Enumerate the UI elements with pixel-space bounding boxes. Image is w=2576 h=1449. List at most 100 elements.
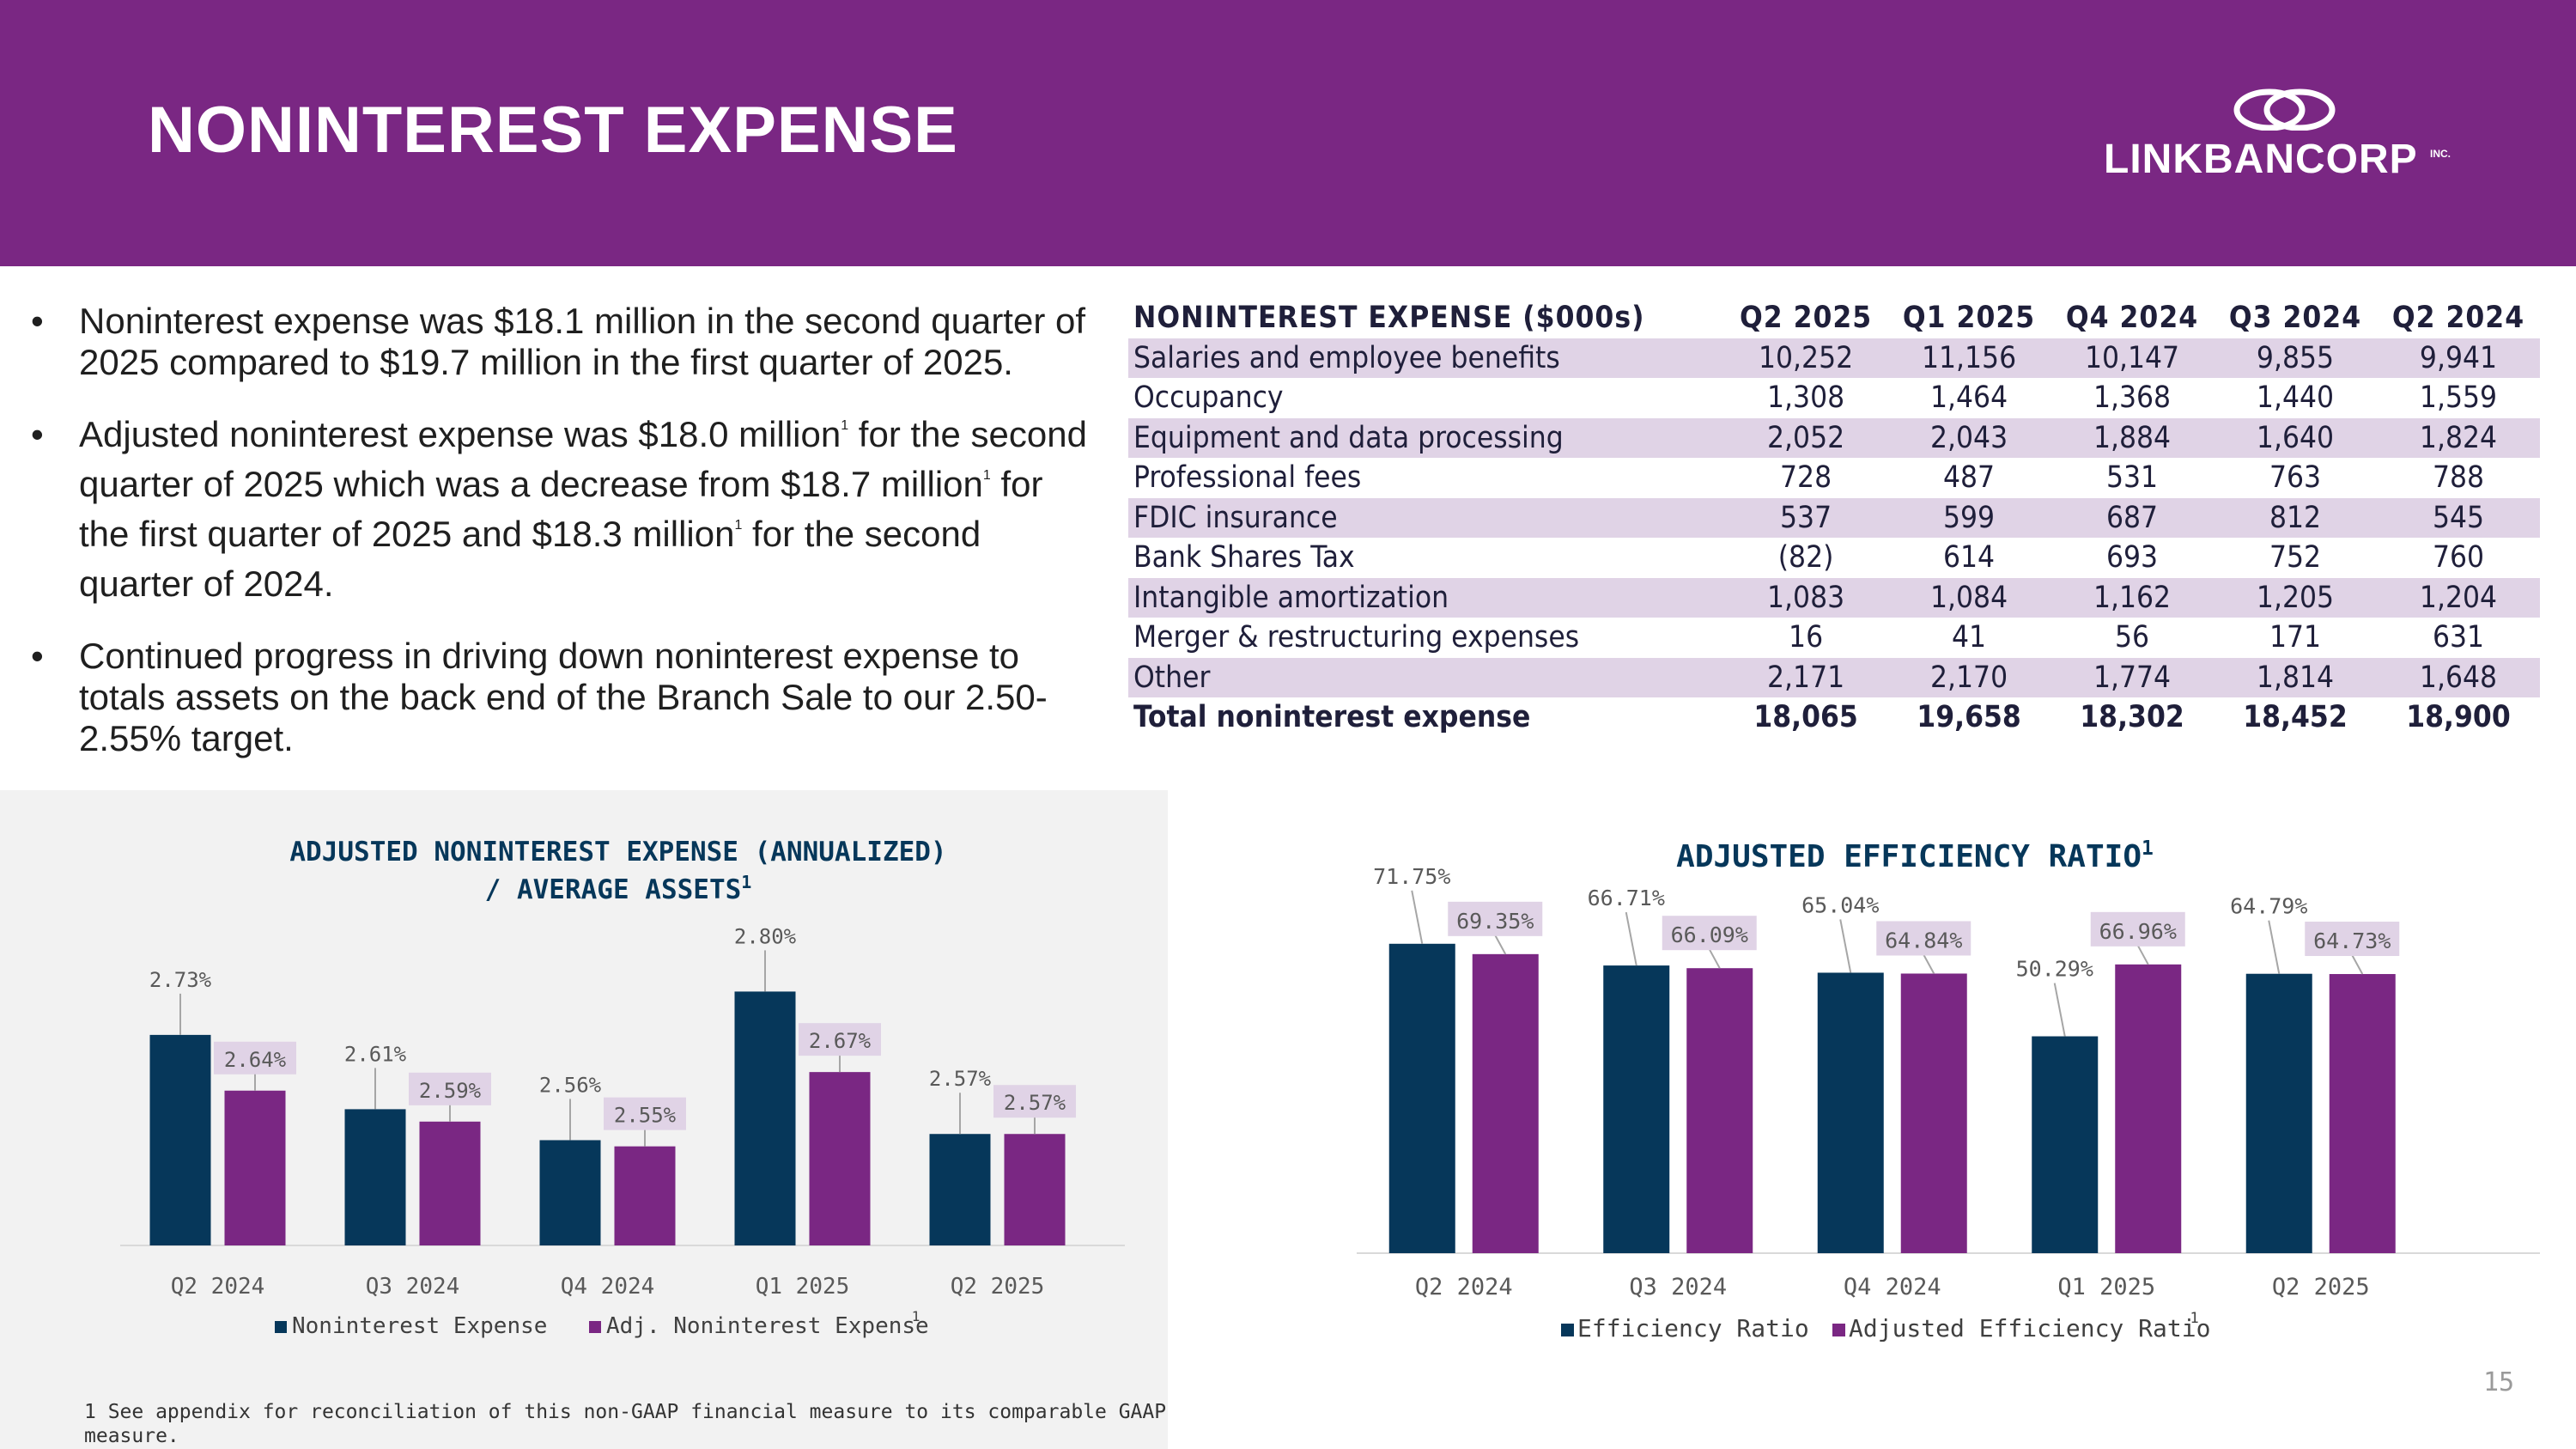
table-header-cell: Q4 2024 [2065,301,2199,336]
x-tick-label: Q1 2025 [2057,1274,2155,1300]
data-label-box [1876,921,1971,956]
legend-label-adjusted-efficiency-ratio: Adjusted Efficiency Ratio1 [1849,1310,2210,1342]
data-label-leader [1494,935,1507,955]
data-label-noninterest-expense-3: 2.80% [734,924,797,948]
table-cell: 693 [2105,540,2159,575]
bullet-item: Continued progress in driving down nonin… [31,636,1096,759]
row-label: FDIC insurance [1128,497,1725,538]
table-row: FDIC insurance 537 599 687 812 545 [1128,497,2540,538]
table-cell: 1,204 [2376,577,2540,618]
data-label-noninterest-expense-4: 2.57% [929,1067,992,1091]
table-cell: 812 [2214,497,2377,538]
table-cell: 19,658 [1917,700,2021,735]
legend-label-efficiency-ratio: Efficiency Ratio [1577,1314,1809,1342]
table-header-cell: Q3 2024 [2228,301,2362,336]
legend-swatch-adjusted-efficiency-ratio [1832,1324,1845,1336]
summary-bullets: Noninterest expense was $18.1 million in… [31,301,1096,790]
table-cell: 2,052 [1724,417,1888,458]
table-cell: 1,084 [1887,577,2051,618]
table-cell: 41 [1952,620,1987,655]
logo-suffix: INC. [2430,148,2451,160]
x-tick-label: Q1 2025 [756,1274,850,1300]
x-tick-label: Q4 2024 [1844,1274,1941,1300]
table-cell: 1,464 [1929,381,2008,416]
bar-adjusted-efficiency-ratio-4 [2329,974,2396,1253]
noninterest-expense-table: NONINTEREST EXPENSE ($000s) Q2 2025 Q1 2… [1128,298,2540,738]
table-cell: 788 [2432,460,2485,496]
table-cell: 1,205 [2214,577,2377,618]
table-cell: 9,855 [2214,338,2377,378]
legend-swatch-adj-noninterest-expense [589,1321,601,1333]
chart-title: ADJUSTED EFFICIENCY RATIO1 [1676,837,2154,874]
row-label: Other [1128,657,1725,697]
table-cell: (82) [1777,540,1834,575]
table-cell: 1,774 [2050,657,2214,697]
x-tick-label: Q2 2024 [1415,1274,1513,1300]
data-label-leader [1923,953,1935,974]
chart-title-line2: / AVERAGE ASSETS1 [485,872,752,905]
data-label-box [993,1085,1076,1118]
legend-swatch-noninterest-expense [275,1321,287,1333]
bar-noninterest-expense-0 [149,1034,211,1245]
data-label-efficiency-ratio-4: 64.79% [2230,894,2307,919]
table-cell: 1,083 [1724,577,1888,618]
table-body: Salaries and employee benefits 10,252 11,1… [1128,338,2540,738]
bar-adj-noninterest-expense-1 [419,1121,481,1245]
bullet-text: Noninterest expense was $18.1 million in… [79,301,1086,382]
x-tick-label: Q3 2024 [1629,1274,1727,1300]
x-tick-label: Q2 2024 [171,1274,265,1300]
bullet-text: for the second quarter of 2025 which was… [79,414,1087,504]
logo-wordmark: LINKBANCORP [2104,137,2418,182]
table-cell: 10,147 [2050,338,2214,378]
data-label-leader [1625,911,1637,966]
row-label: Bank Shares Tax [1133,540,1355,575]
table-cell: 1,648 [2376,657,2540,697]
data-label-box [1662,916,1757,951]
table-cell: 545 [2376,497,2540,538]
table-total-row: Total noninterest expense 18,065 19,658 18,… [1128,697,2540,738]
data-label-box [2305,922,2400,957]
page-number: 15 [2483,1367,2515,1397]
chart-title-line1: ADJUSTED NONINTEREST EXPENSE (ANNUALIZED… [289,837,946,868]
row-label: Total noninterest expense [1133,700,1531,735]
table-cell: 1,162 [2050,577,2214,618]
table-cell: 16 [1789,620,1824,655]
data-label-box [2090,911,2185,947]
legend-label-noninterest-expense: Noninterest Expense [292,1313,547,1339]
table-cell: 1,440 [2256,381,2335,416]
x-tick-label: Q3 2024 [366,1274,460,1300]
table-cell: 1,559 [2419,381,2498,416]
data-label-leader [2053,983,2066,1037]
bar-efficiency-ratio-4 [2245,973,2312,1253]
row-label: Equipment and data processing [1128,417,1725,458]
table-cell: 531 [2105,460,2159,496]
bullet-text: for the second quarter of 2024. [79,514,981,604]
data-label-adj-noninterest-expense-0: 2.64% [224,1048,287,1072]
bar-noninterest-expense-3 [734,991,796,1245]
bar-efficiency-ratio-2 [1817,972,1884,1253]
footnote-marker: 1 [841,418,849,433]
bar-adj-noninterest-expense-3 [809,1072,871,1245]
data-label-leader [2268,920,2281,974]
bullet-text: Continued progress in driving down nonin… [79,636,1048,758]
table-cell: 728 [1780,460,1832,496]
table-cell: 1,814 [2214,657,2377,697]
data-label-adj-noninterest-expense-1: 2.59% [419,1079,482,1103]
table-cell: 2,043 [1887,417,2051,458]
company-logo: LINKBANCORP INC. [2104,79,2464,199]
data-label-noninterest-expense-1: 2.61% [344,1042,407,1066]
data-label-leader [1839,919,1852,973]
page-title: NONINTEREST EXPENSE [148,94,958,167]
data-label-efficiency-ratio-2: 65.04% [1801,892,1879,917]
data-label-leader [2351,954,2364,975]
footnote-marker: 1 [734,518,743,533]
bullet-text: Adjusted noninterest expense was $18.0 m… [79,414,841,454]
table-cell: 1,824 [2376,417,2540,458]
table-cell: 1,368 [2093,381,2172,416]
data-label-adjusted-efficiency-ratio-3: 66.96% [2099,919,2177,944]
header-banner [0,0,2576,266]
table-cell: 687 [2050,497,2214,538]
bar-efficiency-ratio-0 [1388,943,1455,1253]
table-row: Professional fees 728 487 531 763 788 [1128,458,2540,498]
bullet-text: for the first quarter of 2025 and $18.3 … [79,464,1043,554]
